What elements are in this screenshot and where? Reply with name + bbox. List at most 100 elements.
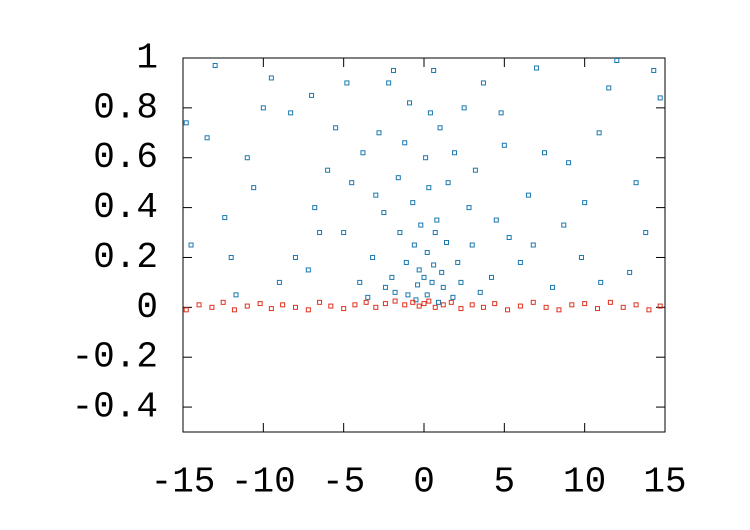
point [517,259,523,265]
point [288,110,294,116]
point [233,292,239,298]
point [363,299,369,305]
point [410,299,416,305]
point [257,301,263,307]
point [505,307,511,313]
point [517,303,523,309]
point [312,205,318,211]
point [440,302,446,308]
x-tick-label: 10 [563,462,606,503]
point [328,303,334,309]
point [407,100,413,106]
point [376,130,382,136]
point [440,284,446,290]
point [424,249,430,255]
point [395,175,401,181]
point [268,306,274,312]
point [212,62,218,68]
point [183,307,189,313]
point [455,259,461,265]
point [561,222,567,228]
point [492,301,498,307]
point [582,200,588,206]
point [411,242,417,248]
point [432,230,438,236]
point [461,105,467,111]
point [445,180,451,186]
point [437,125,443,131]
point [530,299,536,305]
point [439,269,445,275]
point [349,180,355,186]
point [373,304,379,310]
point [423,155,429,161]
point [416,267,422,273]
point [458,306,464,312]
point [533,65,539,71]
point [498,110,504,116]
point [431,262,437,268]
point [220,299,226,305]
point [196,302,202,308]
point [432,304,438,310]
point [424,292,430,298]
point [550,284,556,290]
point [244,303,250,309]
point [260,105,266,111]
point [402,302,408,308]
point [633,180,639,186]
point [443,240,449,246]
y-tick-label: 1 [136,38,158,79]
point [410,200,416,206]
point [435,299,441,305]
point [183,120,189,126]
point [426,185,432,191]
point [452,150,458,156]
point [244,155,250,161]
point [606,85,612,91]
y-tick-label: -0.2 [72,337,158,378]
point [382,284,388,290]
point [276,279,282,285]
point [458,279,464,285]
point [390,67,396,73]
point [397,230,403,236]
point [578,254,584,260]
x-tick-label: -10 [231,462,296,503]
point [620,304,626,310]
point [657,95,663,101]
point [357,279,363,285]
point [231,307,237,313]
point [292,254,298,260]
point [251,185,257,191]
point [392,289,398,295]
x-tick-label: 5 [494,462,516,503]
y-tick-label: 0.6 [93,137,158,178]
point [421,274,427,280]
point [431,67,437,73]
point [333,125,339,131]
point [317,299,323,305]
point [416,303,422,309]
point [429,279,435,285]
point [344,80,350,86]
point [305,307,311,313]
point [657,303,663,309]
point [448,299,454,305]
point [382,301,388,307]
point [228,254,234,260]
point [566,160,572,166]
point [405,292,411,298]
point [360,150,366,156]
point [418,222,424,228]
point [542,150,547,156]
point [389,274,395,280]
point [472,167,478,173]
point [480,304,486,310]
point [317,230,323,236]
point [222,215,228,221]
point [415,282,421,288]
point [305,267,311,273]
point [501,142,507,148]
